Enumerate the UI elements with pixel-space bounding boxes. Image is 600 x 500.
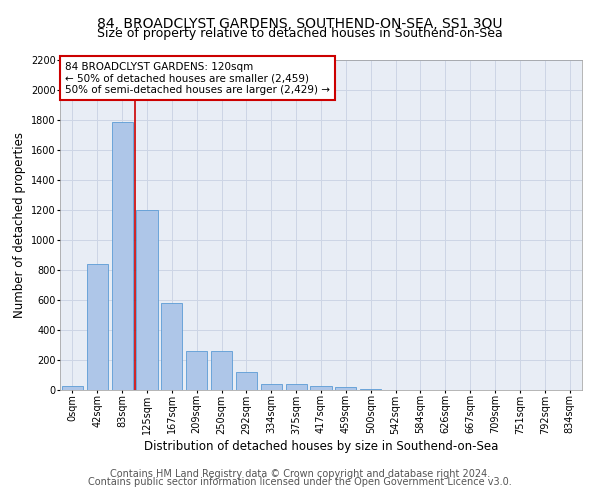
Bar <box>136 210 158 390</box>
Text: Size of property relative to detached houses in Southend-on-Sea: Size of property relative to detached ho… <box>97 28 503 40</box>
Bar <box>360 388 381 390</box>
Bar <box>161 303 182 390</box>
Bar <box>335 388 356 390</box>
Bar <box>186 352 207 390</box>
X-axis label: Distribution of detached houses by size in Southend-on-Sea: Distribution of detached houses by size … <box>144 440 498 454</box>
Y-axis label: Number of detached properties: Number of detached properties <box>13 132 26 318</box>
Bar <box>112 122 133 390</box>
Bar <box>286 384 307 390</box>
Bar <box>87 264 108 390</box>
Text: 84, BROADCLYST GARDENS, SOUTHEND-ON-SEA, SS1 3QU: 84, BROADCLYST GARDENS, SOUTHEND-ON-SEA,… <box>97 18 503 32</box>
Bar <box>62 386 83 390</box>
Bar <box>261 384 282 390</box>
Bar <box>310 386 332 390</box>
Text: 84 BROADCLYST GARDENS: 120sqm
← 50% of detached houses are smaller (2,459)
50% o: 84 BROADCLYST GARDENS: 120sqm ← 50% of d… <box>65 62 330 95</box>
Bar <box>236 372 257 390</box>
Text: Contains HM Land Registry data © Crown copyright and database right 2024.: Contains HM Land Registry data © Crown c… <box>110 469 490 479</box>
Bar <box>211 352 232 390</box>
Text: Contains public sector information licensed under the Open Government Licence v3: Contains public sector information licen… <box>88 477 512 487</box>
